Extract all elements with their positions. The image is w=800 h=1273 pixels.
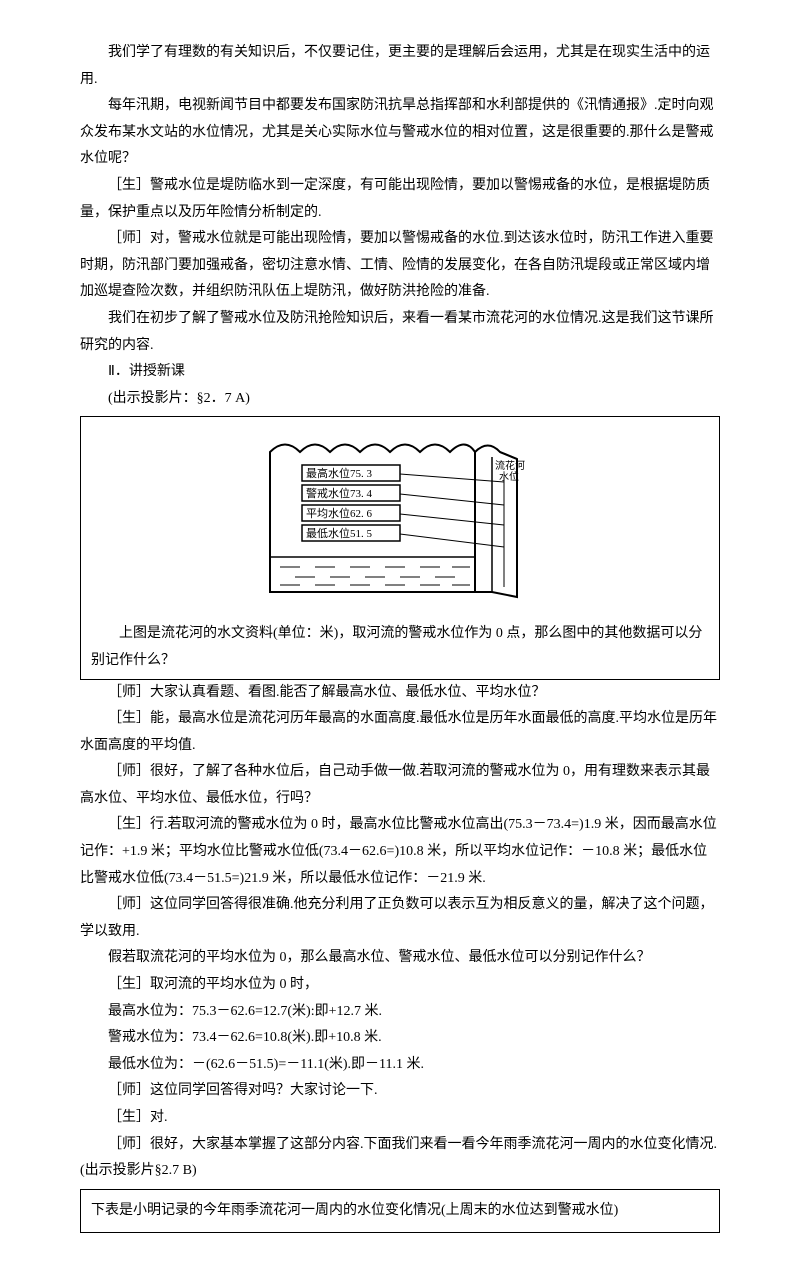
label-max: 最高水位75. 3	[306, 466, 372, 480]
label-river-name: 流花河	[495, 459, 525, 472]
para-student-2: ［生］能，最高水位是流花河历年最高的水面高度.最低水位是历年水面最低的高度.平均…	[80, 706, 720, 759]
label-warn: 警戒水位73. 4	[306, 486, 372, 500]
para-transition: 我们在初步了解了警戒水位及防汛抢险知识后，来看一看某市流花河的水位情况.这是我们…	[80, 306, 720, 359]
para-followup-q: 假若取流花河的平均水位为 0，那么最高水位、警戒水位、最低水位可以分别记作什么？	[80, 945, 720, 972]
para-student-4: ［生］取河流的平均水位为 0 时，	[80, 972, 720, 999]
para-teacher-5: ［师］这位同学回答得对吗？大家讨论一下.	[80, 1078, 720, 1105]
para-intro: 我们学了有理数的有关知识后，不仅要记住，更主要的是理解后会运用，尤其是在现实生活…	[80, 40, 720, 93]
para-student-5: ［生］对.	[80, 1105, 720, 1132]
diagram-wrap: 最高水位75. 3 警戒水位73. 4 平均水位62. 6 最低水位51. 5 …	[91, 427, 709, 617]
para-slide-a: (出示投影片：§2．7 A)	[80, 386, 720, 413]
table-intro-box: 下表是小明记录的今年雨季流花河一周内的水位变化情况(上周末的水位达到警戒水位)	[80, 1189, 720, 1234]
label-water-level: 水位	[499, 470, 519, 483]
table-intro-text: 下表是小明记录的今年雨季流花河一周内的水位变化情况(上周末的水位达到警戒水位)	[91, 1203, 618, 1218]
para-teacher-4: ［师］这位同学回答得很准确.他充分利用了正负数可以表示互为相反意义的量，解决了这…	[80, 892, 720, 945]
para-teacher-3: ［师］很好，了解了各种水位后，自己动手做一做.若取河流的警戒水位为 0，用有理数…	[80, 759, 720, 812]
para-teacher-1: ［师］对，警戒水位就是可能出现险情，要加以警惕戒备的水位.到达该水位时，防汛工作…	[80, 226, 720, 306]
para-student-1: ［生］警戒水位是堤防临水到一定深度，有可能出现险情，要加以警惕戒备的水位，是根据…	[80, 173, 720, 226]
para-slide-b: (出示投影片§2.7 B)	[80, 1158, 720, 1185]
para-diagram-caption: 上图是流花河的水文资料(单位：米)，取河流的警戒水位作为 0 点，那么图中的其他…	[91, 621, 709, 674]
label-min: 最低水位51. 5	[306, 526, 372, 540]
page: 我们学了有理数的有关知识后，不仅要记住，更主要的是理解后会运用，尤其是在现实生活…	[0, 0, 800, 1273]
label-avg: 平均水位62. 6	[306, 506, 372, 520]
para-calc-max: 最高水位为：75.3－62.6=12.7(米):即+12.7 米.	[80, 999, 720, 1026]
para-teacher-6: ［师］很好，大家基本掌握了这部分内容.下面我们来看一看今年雨季流花河一周内的水位…	[80, 1132, 720, 1159]
diagram-container: 最高水位75. 3 警戒水位73. 4 平均水位62. 6 最低水位51. 5 …	[80, 416, 720, 679]
para-teacher-2: ［师］大家认真看题、看图.能否了解最高水位、最低水位、平均水位？	[80, 680, 720, 707]
water-level-diagram: 最高水位75. 3 警戒水位73. 4 平均水位62. 6 最低水位51. 5 …	[240, 427, 560, 617]
para-calc-min: 最低水位为：－(62.6－51.5)=－11.1(米).即－11.1 米.	[80, 1052, 720, 1079]
para-section-heading: Ⅱ．讲授新课	[80, 359, 720, 386]
para-student-3: ［生］行.若取河流的警戒水位为 0 时，最高水位比警戒水位高出(75.3－73.…	[80, 812, 720, 892]
para-context: 每年汛期，电视新闻节目中都要发布国家防汛抗旱总指挥部和水利部提供的《汛情通报》.…	[80, 93, 720, 173]
para-calc-warn: 警戒水位为：73.4－62.6=10.8(米).即+10.8 米.	[80, 1025, 720, 1052]
